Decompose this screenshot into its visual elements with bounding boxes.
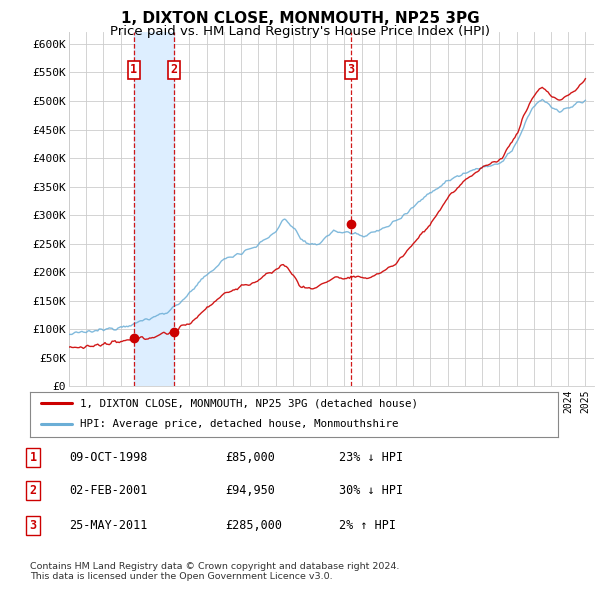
- Text: 3: 3: [29, 519, 37, 532]
- Text: 2% ↑ HPI: 2% ↑ HPI: [339, 519, 396, 532]
- Bar: [134, 32, 174, 386]
- Text: Contains HM Land Registry data © Crown copyright and database right 2024.
This d: Contains HM Land Registry data © Crown c…: [30, 562, 400, 581]
- Text: 1, DIXTON CLOSE, MONMOUTH, NP25 3PG: 1, DIXTON CLOSE, MONMOUTH, NP25 3PG: [121, 11, 479, 26]
- Text: 25-MAY-2011: 25-MAY-2011: [69, 519, 148, 532]
- Text: 2: 2: [29, 484, 37, 497]
- Text: Price paid vs. HM Land Registry's House Price Index (HPI): Price paid vs. HM Land Registry's House …: [110, 25, 490, 38]
- Text: 30% ↓ HPI: 30% ↓ HPI: [339, 484, 403, 497]
- Text: £85,000: £85,000: [225, 451, 275, 464]
- Text: 3: 3: [347, 63, 355, 76]
- Text: 1: 1: [130, 63, 137, 76]
- Text: £285,000: £285,000: [225, 519, 282, 532]
- Text: HPI: Average price, detached house, Monmouthshire: HPI: Average price, detached house, Monm…: [80, 419, 398, 429]
- Text: 09-OCT-1998: 09-OCT-1998: [69, 451, 148, 464]
- Text: 2: 2: [170, 63, 178, 76]
- Text: 02-FEB-2001: 02-FEB-2001: [69, 484, 148, 497]
- Text: 23% ↓ HPI: 23% ↓ HPI: [339, 451, 403, 464]
- Text: 1, DIXTON CLOSE, MONMOUTH, NP25 3PG (detached house): 1, DIXTON CLOSE, MONMOUTH, NP25 3PG (det…: [80, 398, 418, 408]
- Text: 1: 1: [29, 451, 37, 464]
- Text: £94,950: £94,950: [225, 484, 275, 497]
